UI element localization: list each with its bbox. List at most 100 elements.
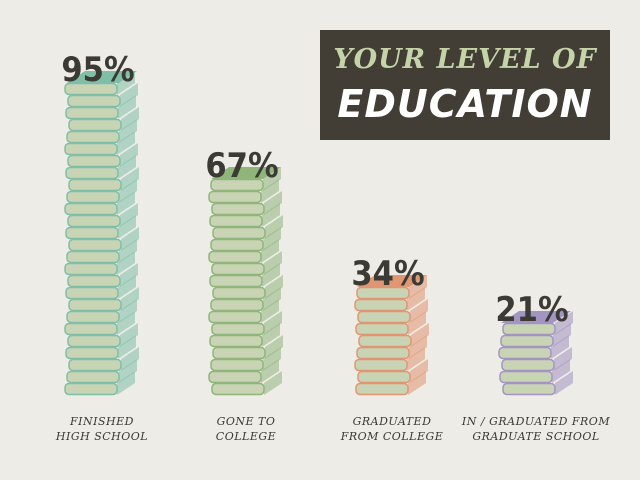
book-side xyxy=(262,263,280,287)
book-side xyxy=(262,323,280,347)
book-spine xyxy=(66,130,120,144)
book-side xyxy=(409,275,427,299)
book-spine xyxy=(64,262,118,276)
book-side xyxy=(555,311,573,335)
book-spine xyxy=(212,346,266,360)
book-side xyxy=(117,311,135,335)
book-spine xyxy=(501,358,555,372)
book-spine xyxy=(67,214,121,228)
title-line-2: EDUCATION xyxy=(337,82,593,126)
book-side xyxy=(411,323,429,347)
book-spine xyxy=(499,370,553,384)
book-spine xyxy=(210,178,264,192)
book-side xyxy=(121,107,139,131)
book-spine xyxy=(64,142,118,156)
book-spine xyxy=(355,382,409,396)
category-label-2-line-1: GONE TO xyxy=(217,415,276,428)
bar-1 xyxy=(64,71,139,396)
book-side xyxy=(118,95,136,119)
book-spine xyxy=(502,382,556,396)
book-spine xyxy=(64,322,118,336)
book-side xyxy=(552,359,570,383)
book-side xyxy=(119,119,137,143)
book-spine xyxy=(211,262,265,276)
book-side xyxy=(264,251,282,275)
book-spine xyxy=(68,298,122,312)
book-side xyxy=(407,287,425,311)
book-side xyxy=(118,335,136,359)
book-spine xyxy=(208,190,262,204)
book-spine xyxy=(210,238,264,252)
book-side xyxy=(121,287,139,311)
book-side xyxy=(408,311,426,335)
value-label-4: 21% xyxy=(495,290,568,330)
book-side xyxy=(117,71,135,95)
book-side xyxy=(121,347,139,371)
book-side xyxy=(261,299,279,323)
book-side xyxy=(119,179,137,203)
book-spine xyxy=(354,358,408,372)
book-spine xyxy=(212,226,266,240)
book-spine xyxy=(210,358,264,372)
book-side xyxy=(410,359,428,383)
book-side xyxy=(118,275,136,299)
book-side xyxy=(263,347,281,371)
book-spine xyxy=(357,310,411,324)
book-spine xyxy=(358,334,412,348)
book-side xyxy=(555,371,573,395)
book-side xyxy=(261,239,279,263)
stack-top xyxy=(357,275,427,287)
book-side xyxy=(117,131,135,155)
book-spine xyxy=(65,106,119,120)
book-spine xyxy=(208,310,262,324)
category-label-4-line-2: GRADUATE SCHOOL xyxy=(472,430,599,443)
value-label-2: 67% xyxy=(205,146,278,186)
book-side xyxy=(553,323,571,347)
book-side xyxy=(263,287,281,311)
book-spine xyxy=(66,370,120,384)
book-side xyxy=(262,203,280,227)
category-label-4-line-1: IN / GRADUATED FROM xyxy=(461,415,610,428)
book-side xyxy=(261,359,279,383)
book-spine xyxy=(356,286,410,300)
category-label-1-line-2: HIGH SCHOOL xyxy=(55,430,148,443)
book-spine xyxy=(66,190,120,204)
book-spine xyxy=(208,250,262,264)
book-spine xyxy=(356,346,410,360)
book-spine xyxy=(357,370,411,384)
book-spine xyxy=(68,178,122,192)
book-side xyxy=(117,251,135,275)
book-side xyxy=(121,167,139,191)
book-side xyxy=(118,215,136,239)
book-side xyxy=(120,263,138,287)
book-side xyxy=(120,323,138,347)
book-side xyxy=(121,227,139,251)
book-side xyxy=(264,371,282,395)
category-label-3-line-2: FROM COLLEGE xyxy=(340,430,444,443)
book-spine xyxy=(65,286,119,300)
book-spine xyxy=(68,238,122,252)
bar-3 xyxy=(354,275,429,396)
book-side xyxy=(120,83,138,107)
value-label-3: 34% xyxy=(351,254,424,294)
book-spine xyxy=(211,382,265,396)
book-side xyxy=(409,335,427,359)
book-side xyxy=(554,347,572,371)
book-spine xyxy=(209,334,263,348)
book-side xyxy=(261,179,279,203)
bar-2 xyxy=(208,167,283,396)
book-side xyxy=(117,191,135,215)
book-side xyxy=(265,215,283,239)
book-side xyxy=(120,143,138,167)
book-side xyxy=(408,371,426,395)
book-side xyxy=(119,239,137,263)
stack-top xyxy=(67,71,137,83)
book-side xyxy=(407,347,425,371)
book-spine xyxy=(354,298,408,312)
book-spine xyxy=(68,358,122,372)
book-spine xyxy=(65,166,119,180)
book-spine xyxy=(64,82,118,96)
book-side xyxy=(263,167,281,191)
book-side xyxy=(120,203,138,227)
